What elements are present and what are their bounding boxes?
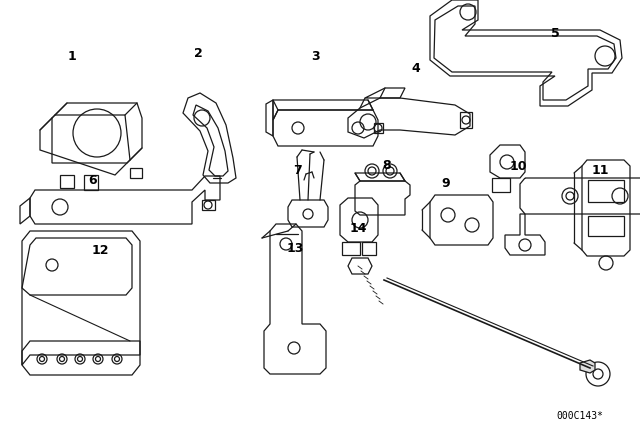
Text: 7: 7: [292, 164, 301, 177]
Text: 12: 12: [92, 244, 109, 257]
Text: 8: 8: [383, 159, 391, 172]
Text: 14: 14: [349, 221, 367, 234]
Text: 000C143*: 000C143*: [557, 411, 604, 421]
Text: 10: 10: [509, 159, 527, 172]
Polygon shape: [580, 360, 595, 373]
Text: 4: 4: [412, 61, 420, 74]
Text: 6: 6: [89, 173, 97, 186]
Text: 5: 5: [550, 26, 559, 39]
Text: 11: 11: [591, 164, 609, 177]
Text: 1: 1: [68, 49, 76, 63]
Text: 9: 9: [442, 177, 451, 190]
Text: 2: 2: [194, 47, 202, 60]
Text: 13: 13: [286, 241, 304, 254]
Text: 3: 3: [310, 49, 319, 63]
